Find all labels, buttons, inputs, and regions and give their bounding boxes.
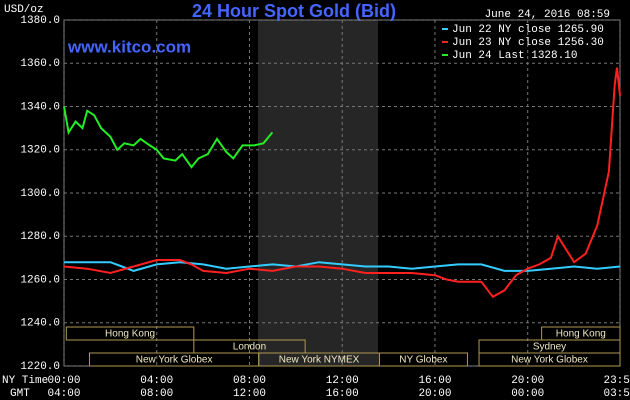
x2-tick-label: 08:00 xyxy=(140,388,173,400)
y-unit: USD/oz xyxy=(4,4,44,16)
x-tick-label: 20:00 xyxy=(511,375,544,387)
x-tick-label: 04:00 xyxy=(140,375,173,387)
x2-tick-label: 20:00 xyxy=(418,388,451,400)
x2-tick-label: 04:00 xyxy=(47,388,80,400)
x-axis-label: NY Time xyxy=(2,375,48,387)
session-label: Sydney xyxy=(533,342,566,353)
x-tick-label: 23:59 xyxy=(603,375,630,387)
y-tick-label: 1260.0 xyxy=(20,274,60,286)
session-label: New York Globex xyxy=(136,355,213,366)
chart-date: June 24, 2016 08:59 xyxy=(485,9,610,21)
y-tick-label: 1220.0 xyxy=(20,361,60,373)
y-tick-label: 1380.0 xyxy=(20,15,60,27)
x2-tick-label: 00:00 xyxy=(511,388,544,400)
session-label: New York NYMEX xyxy=(279,355,360,366)
session-label: Hong Kong xyxy=(556,329,606,340)
x-tick-label: 12:00 xyxy=(326,375,359,387)
legend-label: Jun 23 NY close 1256.30 xyxy=(452,37,604,49)
series-line xyxy=(63,106,274,169)
session-box xyxy=(378,352,468,367)
y-tick-label: 1340.0 xyxy=(20,101,60,113)
session-box xyxy=(65,326,195,341)
x2-tick-label: 16:00 xyxy=(326,388,359,400)
x2-tick-label: 12:00 xyxy=(233,388,266,400)
y-tick-label: 1240.0 xyxy=(20,318,60,330)
y-tick-label: 1300.0 xyxy=(20,188,60,200)
legend-label: Jun 24 Last 1328.10 xyxy=(452,50,577,62)
session-box xyxy=(478,352,621,367)
x-tick-label: 08:00 xyxy=(233,375,266,387)
session-label: New York Globex xyxy=(511,355,588,366)
session-label: NY Globex xyxy=(399,355,447,366)
x-tick-label: 16:00 xyxy=(418,375,451,387)
x2-tick-label: 03:59 xyxy=(603,388,630,400)
y-tick-label: 1280.0 xyxy=(20,231,60,243)
y-tick-label: 1320.0 xyxy=(20,145,60,157)
session-label: London xyxy=(233,342,266,353)
chart-title: 24 Hour Spot Gold (Bid) xyxy=(192,1,396,21)
x2-axis-label: GMT xyxy=(10,388,30,400)
session-label: Hong Kong xyxy=(105,329,155,340)
x-tick-label: 00:00 xyxy=(47,375,80,387)
series-line xyxy=(63,67,621,299)
legend-label: Jun 22 NY close 1265.90 xyxy=(452,24,604,36)
watermark: www.kitco.com xyxy=(67,37,191,56)
y-tick-label: 1360.0 xyxy=(20,58,60,70)
